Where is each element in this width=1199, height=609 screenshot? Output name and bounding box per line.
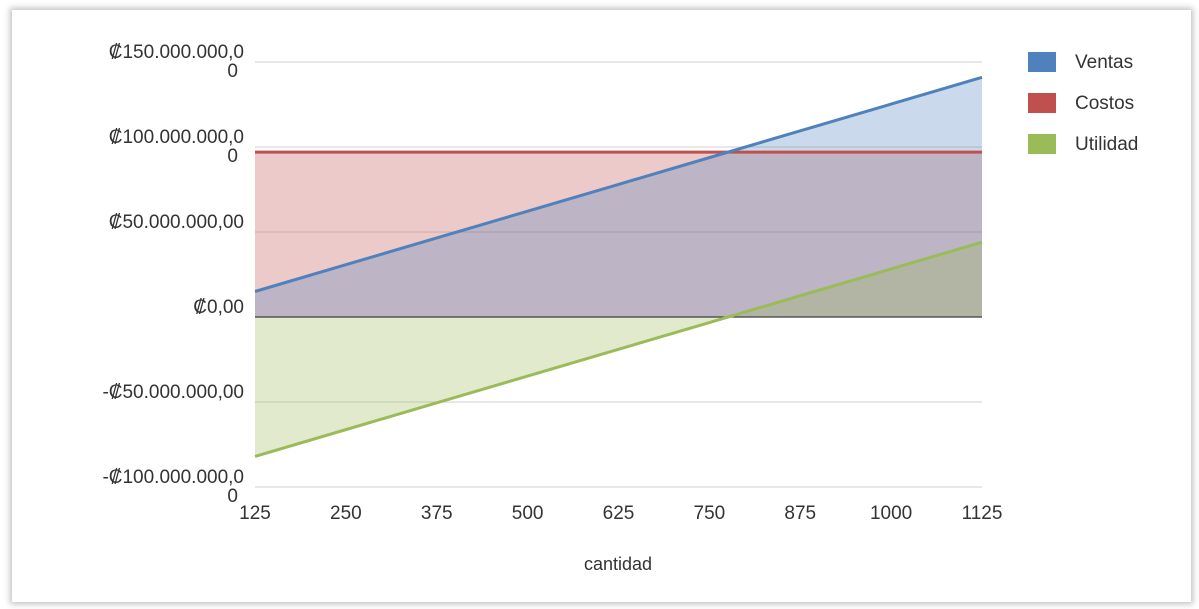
y-tick-label: ₡150.000.000,0	[109, 42, 244, 63]
series-lines	[254, 75, 983, 458]
series-areas	[255, 77, 982, 457]
x-tick-label: 1000	[870, 503, 912, 524]
chart-frame: ₡150.000.000,0 0 ₡100.000.000,0 0 ₡50.000.00…	[12, 10, 1191, 602]
break-even-chart: ₡150.000.000,00₡100.000.000,00₡50.000.00…	[102, 42, 1138, 574]
y-tick-label: ₡0,00	[193, 297, 244, 318]
legend-swatch-ventas	[1028, 52, 1056, 72]
legend-label-ventas: Ventas	[1075, 52, 1133, 73]
y-tick-label: ₡100.000.000,0	[109, 127, 244, 148]
x-tick-label: 250	[330, 503, 362, 524]
line-utilidad	[254, 240, 983, 458]
legend-label-utilidad: Utilidad	[1075, 134, 1138, 155]
y-tick-label: ₡50.000.000,00	[109, 212, 244, 233]
y-tick-label: 0	[227, 146, 238, 167]
legend-swatch-costos	[1028, 93, 1056, 113]
legend-label-costos: Costos	[1075, 93, 1134, 114]
x-tick-label: 625	[603, 503, 635, 524]
y-axis-ticks: ₡150.000.000,00₡100.000.000,00₡50.000.00…	[102, 42, 244, 507]
area-costos	[255, 152, 982, 317]
y-tick-label: 0	[227, 61, 238, 82]
y-tick-label: -₡100.000.000,0	[102, 467, 244, 488]
x-tick-label: 750	[694, 503, 726, 524]
legend: Ventas Costos Utilidad	[1028, 52, 1138, 155]
x-axis-label: cantidad	[584, 554, 652, 574]
x-tick-label: 375	[421, 503, 453, 524]
x-tick-label: 500	[512, 503, 544, 524]
legend-swatch-utilidad	[1028, 134, 1056, 154]
x-axis-ticks: 125 250 375 500 625 750 875 1000 1125	[239, 503, 1002, 524]
area-ventas	[255, 77, 982, 317]
x-tick-label: 1125	[962, 503, 1003, 524]
x-tick-label: 125	[239, 503, 271, 524]
y-tick-label: -₡50.000.000,00	[102, 382, 244, 403]
line-ventas	[254, 75, 983, 293]
y-tick-label: 0	[227, 486, 238, 507]
x-tick-label: 875	[784, 503, 816, 524]
